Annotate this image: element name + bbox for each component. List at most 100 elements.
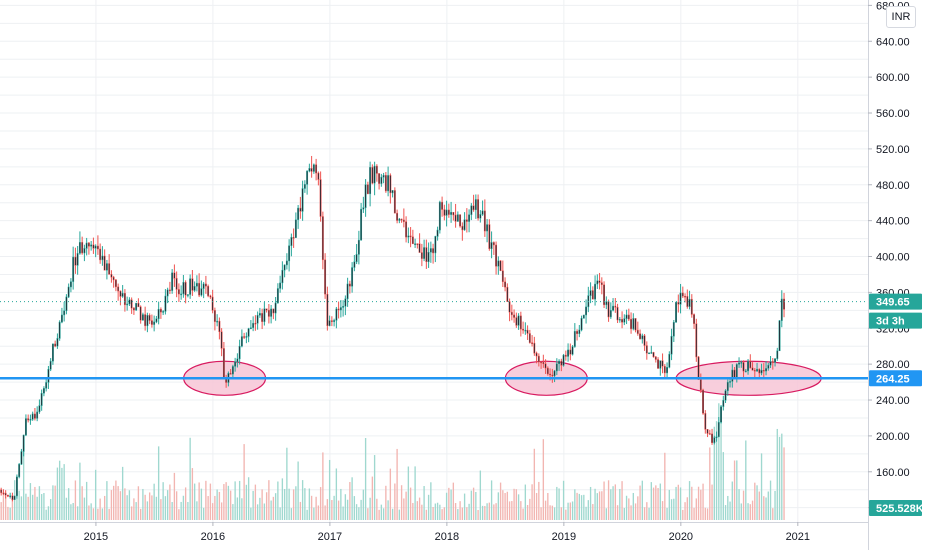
volume-bar — [322, 452, 324, 520]
volume-bar — [279, 507, 281, 520]
candle-body — [425, 247, 428, 263]
candle-body — [533, 342, 536, 354]
candle-body — [342, 306, 345, 308]
candle-body — [180, 293, 183, 296]
candle-body — [288, 245, 291, 262]
candle-body — [490, 242, 493, 249]
volume-bar — [189, 437, 191, 520]
candle-body — [544, 363, 547, 369]
candle-body — [715, 436, 718, 439]
volume-bar — [569, 502, 572, 520]
candle-body — [681, 292, 684, 297]
volume-bar — [601, 491, 603, 520]
candle-body — [364, 184, 367, 208]
candle-body — [308, 168, 311, 172]
candle-body — [551, 374, 554, 377]
candle-body — [470, 205, 473, 215]
candle-body — [168, 289, 171, 292]
volume-bar — [517, 494, 520, 520]
volume-bar — [139, 508, 142, 520]
volume-bar — [760, 453, 763, 520]
candle-body — [389, 175, 392, 194]
volume-bar — [605, 508, 607, 520]
volume-bar — [153, 483, 155, 520]
candle-body — [679, 292, 682, 305]
candle-body — [166, 289, 169, 297]
candle-body — [684, 295, 686, 298]
volume-bar — [268, 480, 270, 520]
candle-body — [695, 323, 698, 358]
volume-bar — [484, 506, 486, 520]
candle-body — [339, 307, 342, 311]
candle-body — [306, 170, 309, 185]
candle-body — [438, 201, 441, 231]
volume-bar — [229, 490, 232, 520]
volume-bar — [657, 488, 659, 520]
candle-body — [594, 283, 596, 300]
candle-body — [38, 405, 41, 413]
axes — [0, 0, 872, 550]
x-tick-label: 2019 — [552, 531, 576, 543]
volume-bar — [441, 509, 443, 520]
candle-body — [49, 360, 52, 370]
volume-bar — [702, 483, 704, 520]
volume-bar — [535, 492, 538, 520]
volume-bar — [360, 499, 362, 520]
volume-bar — [56, 467, 59, 520]
candle-body — [459, 214, 462, 227]
candle-body — [173, 272, 176, 279]
volume-bar — [461, 507, 464, 520]
candle-body — [45, 382, 48, 389]
candle-body — [643, 335, 646, 346]
volume-bar — [558, 488, 560, 520]
volume-bar — [679, 487, 682, 520]
candle-body — [346, 283, 349, 300]
volume-bar — [331, 500, 333, 520]
last-price-label-bg — [869, 293, 922, 310]
volume-bar — [619, 488, 621, 520]
volume-bar — [592, 504, 594, 520]
volume-bar — [551, 505, 554, 520]
volume-bar — [236, 497, 239, 520]
candle-body — [591, 290, 594, 300]
candle-body — [328, 320, 331, 326]
candle-body — [92, 244, 95, 249]
volume-bar — [216, 489, 218, 520]
volume-bar — [603, 481, 605, 520]
volume-bar — [400, 485, 403, 520]
candles — [0, 155, 785, 502]
candle-body — [686, 296, 689, 307]
volume-bar — [614, 484, 616, 520]
volume-bar — [358, 507, 360, 520]
volume-bar — [709, 447, 711, 520]
volume-bar — [79, 462, 81, 520]
candle-body — [301, 188, 304, 212]
price-lines — [0, 301, 868, 380]
volume-bar — [547, 492, 549, 520]
volume-bar — [328, 459, 331, 520]
candle-body — [274, 302, 277, 314]
candle-body — [117, 286, 120, 292]
candle-body — [463, 219, 466, 231]
volume-bar — [745, 440, 747, 520]
candle-body — [670, 335, 673, 355]
candle-body — [517, 315, 520, 326]
volume-bar — [470, 490, 473, 520]
candle-body — [252, 322, 255, 328]
volume-bar — [283, 488, 286, 520]
y-tick-label: 520.00 — [876, 144, 910, 156]
volume-bar — [466, 507, 468, 520]
candle-body — [697, 356, 700, 380]
candle-body — [171, 272, 174, 291]
currency-badge[interactable]: INR — [886, 6, 916, 28]
candle-body — [492, 242, 495, 246]
volume-bar — [666, 507, 668, 520]
volume-bar — [297, 461, 299, 520]
volume-bar — [718, 403, 720, 520]
volume-bar — [533, 448, 536, 520]
volume-bar — [319, 487, 322, 520]
volume-bar — [416, 501, 419, 520]
volume-bar — [706, 508, 709, 520]
